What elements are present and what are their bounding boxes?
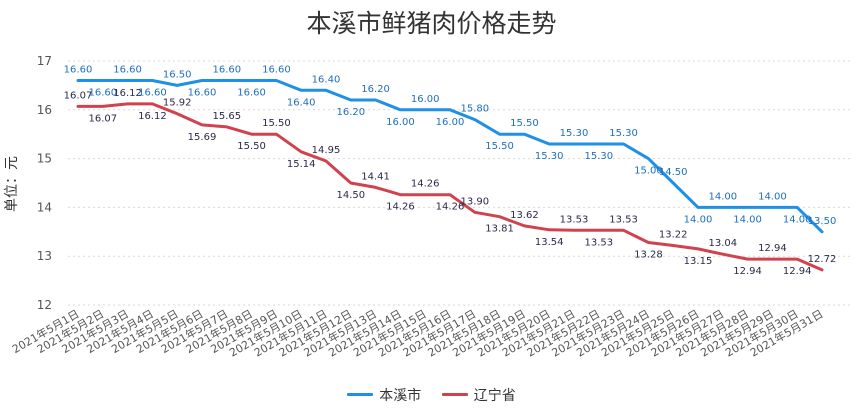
data-label: 12.94 [733,266,762,277]
data-label: 16.60 [188,88,217,99]
data-label: 16.07 [64,90,93,101]
y-tick-label: 12 [37,298,52,312]
data-label: 15.14 [287,159,316,170]
legend-swatch-liaoning [441,393,468,396]
data-label: 16.00 [411,94,440,105]
series-line-1[interactable] [76,102,824,272]
data-label: 14.26 [386,202,415,213]
data-label: 15.50 [485,141,514,152]
data-label: 15.92 [163,98,192,109]
data-label: 12.94 [783,266,812,277]
data-label: 15.80 [460,104,489,115]
data-label: 15.69 [188,132,217,143]
data-label: 13.90 [460,196,489,207]
data-label: 13.50 [808,216,837,227]
data-label: 15.30 [560,128,589,139]
data-label: 15.65 [212,111,241,122]
y-tick-label: 13 [37,249,52,263]
data-label: 12.72 [808,254,837,265]
data-label: 14.00 [684,214,713,225]
series-lines [76,79,824,272]
data-label: 15.30 [584,151,613,162]
data-label: 15.50 [510,118,539,129]
legend-label-benxi: 本溪市 [379,387,422,404]
data-label: 16.60 [88,88,117,99]
data-label: 16.60 [262,65,291,76]
data-label: 16.12 [113,88,142,99]
data-label: 13.28 [634,250,663,261]
data-labels: 16.60 16.60 16.60 16.60 16.50 16.60 16.60 16.60… [64,65,837,278]
data-label: 16.40 [312,74,341,85]
y-tick-label: 15 [37,152,52,166]
data-label: 13.22 [659,229,688,240]
y-tick-label: 16 [37,103,52,117]
data-label: 16.00 [436,117,465,128]
data-label: 15.30 [535,151,564,162]
data-label: 15.00 [634,166,663,177]
data-label: 14.41 [361,171,390,182]
legend-label-liaoning: 辽宁省 [473,387,516,404]
data-label: 14.50 [659,167,688,178]
grid [68,60,852,306]
data-label: 14.00 [758,191,787,202]
data-label: 13.53 [584,237,613,248]
data-label: 13.53 [609,214,638,225]
data-label: 13.54 [535,237,564,248]
data-label: 16.00 [386,117,415,128]
data-label: 13.53 [560,214,589,225]
data-label: 16.60 [64,65,93,76]
data-label: 16.60 [113,65,142,76]
data-label: 15.50 [262,118,291,129]
data-label: 16.12 [138,111,167,122]
data-label: 16.40 [287,97,316,108]
data-label: 12.94 [758,243,787,254]
data-label: 16.20 [336,107,365,118]
data-label: 13.62 [510,210,539,221]
legend-swatch-benxi [347,393,374,396]
data-label: 14.95 [312,145,341,156]
y-tick-label: 14 [37,200,52,214]
data-label: 14.00 [708,191,737,202]
data-label: 13.81 [485,224,514,235]
data-label: 16.60 [212,65,241,76]
data-label: 14.26 [436,202,465,213]
data-label: 14.26 [411,179,440,190]
y-axis-label: 单位：元 [4,156,20,212]
data-label: 16.07 [88,113,117,124]
data-label: 15.50 [237,141,266,152]
legend-item-liaoning[interactable]: 辽宁省 [441,385,516,405]
data-label: 15.30 [609,128,638,139]
data-label: 14.00 [733,214,762,225]
legend: 本溪市 辽宁省 [0,384,863,405]
data-label: 14.00 [783,214,812,225]
x-axis: 2021年5月1日2021年5月2日2021年5月3日2021年5月4日2021… [10,306,826,359]
data-label: 16.60 [237,88,266,99]
data-label: 13.15 [684,256,713,267]
y-tick-label: 17 [37,54,52,68]
data-label: 16.20 [361,84,390,95]
data-label: 16.60 [138,88,167,99]
data-label: 16.50 [163,69,192,80]
series-line-0[interactable] [76,79,824,234]
y-axis: 12 13 14 15 16 17 [37,54,52,312]
data-label: 14.50 [336,190,365,201]
chart-title: 本溪市鲜猪肉价格走势 [306,9,557,38]
legend-item-benxi[interactable]: 本溪市 [347,385,421,405]
data-label: 13.04 [708,238,737,249]
